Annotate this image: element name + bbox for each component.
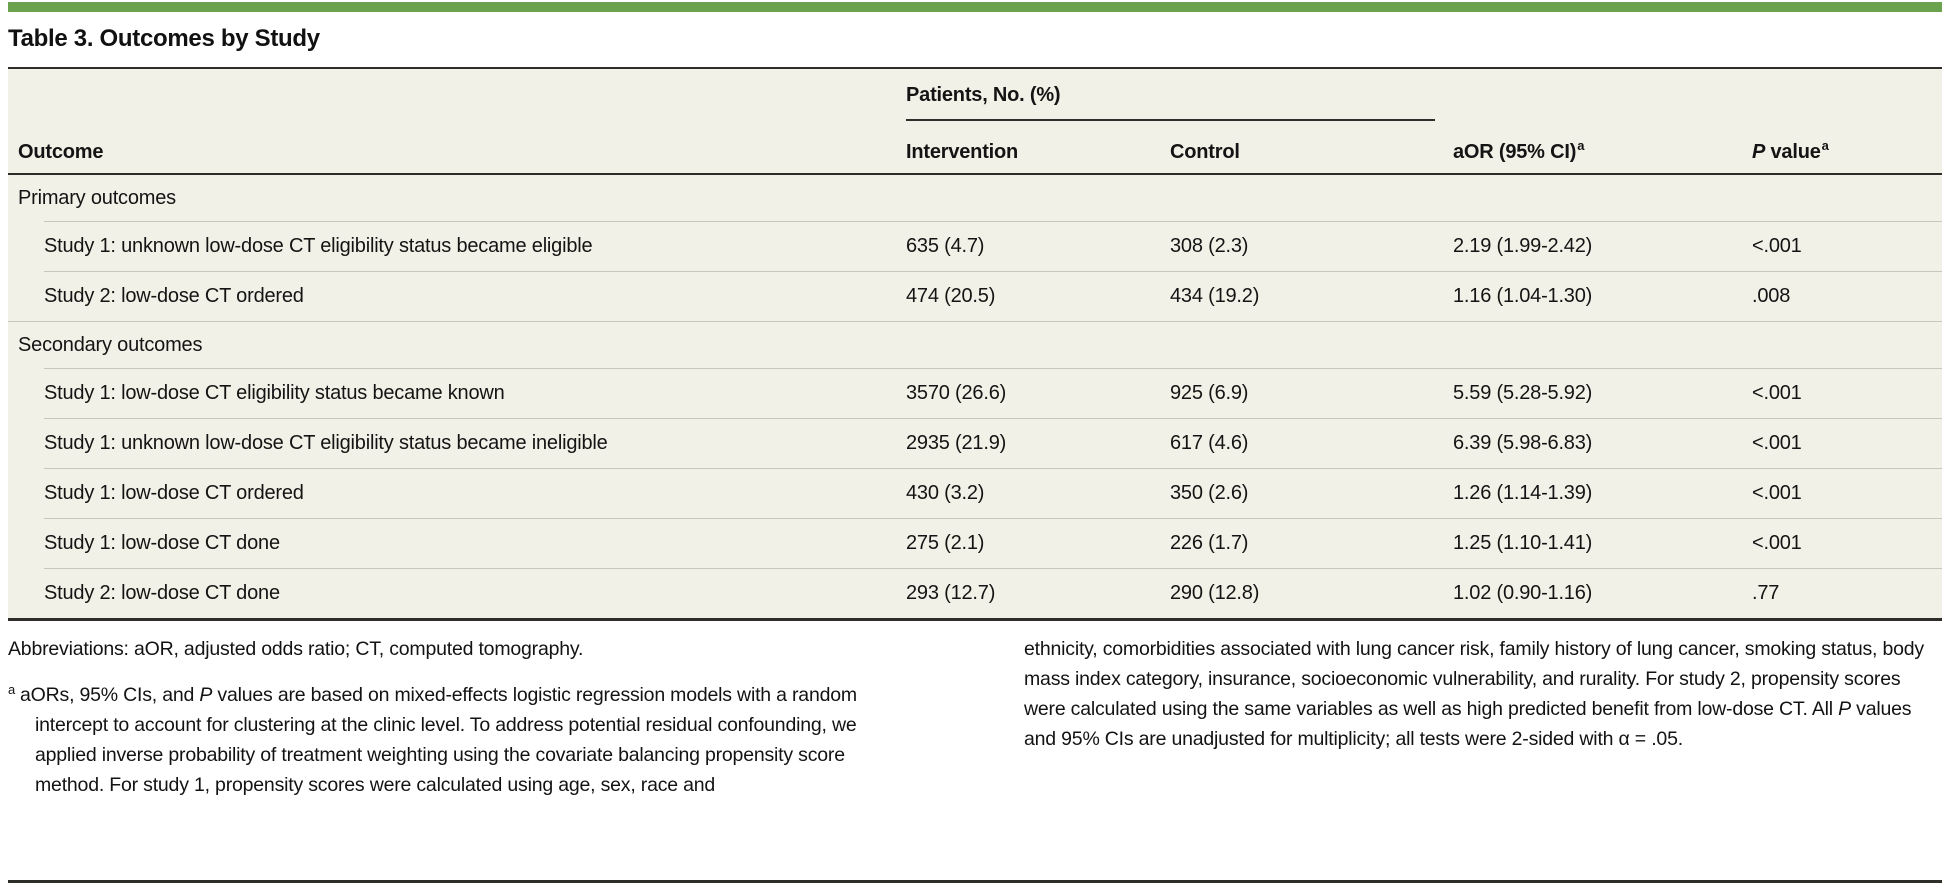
footnotes: Abbreviations: aOR, adjusted odds ratio;… bbox=[8, 634, 1942, 800]
cell-outcome: Study 1: unknown low-dose CT eligibility… bbox=[44, 432, 608, 454]
section-row-primary: Primary outcomes bbox=[8, 175, 1942, 221]
column-group-underline bbox=[906, 119, 1435, 121]
table-row: Study 2: low-dose CT ordered 474 (20.5) … bbox=[8, 272, 1942, 321]
column-group-header: Patients, No. (%) bbox=[906, 84, 1061, 106]
cell-aor: 2.19 (1.99-2.42) bbox=[1453, 235, 1593, 257]
table-row: Study 2: low-dose CT done 293 (12.7) 290… bbox=[8, 569, 1942, 618]
footnote-a: a aORs, 95% CIs, and P values are based o… bbox=[8, 681, 857, 797]
cell-control: 350 (2.6) bbox=[1170, 482, 1249, 504]
cell-intervention: 2935 (21.9) bbox=[906, 432, 1007, 454]
cell-intervention: 3570 (26.6) bbox=[906, 382, 1007, 404]
footnote-marker: a bbox=[1821, 138, 1829, 154]
table-row: Study 1: unknown low-dose CT eligibility… bbox=[8, 419, 1942, 468]
row-separator bbox=[44, 568, 1942, 569]
table-row: Study 1: low-dose CT done 275 (2.1) 226 … bbox=[8, 519, 1942, 568]
cell-outcome: Study 2: low-dose CT done bbox=[44, 582, 280, 604]
column-header-outcome: Outcome bbox=[18, 141, 104, 163]
section-label: Secondary outcomes bbox=[18, 333, 203, 356]
row-separator bbox=[44, 518, 1942, 519]
row-separator bbox=[44, 368, 1942, 369]
cell-aor: 1.16 (1.04-1.30) bbox=[1453, 285, 1593, 307]
table-panel: Patients, No. (%) Outcome Intervention C… bbox=[8, 69, 1942, 621]
cell-p-value: .77 bbox=[1752, 582, 1780, 604]
cell-p-value: .008 bbox=[1752, 285, 1791, 307]
cell-p-value: <.001 bbox=[1752, 382, 1802, 404]
cell-outcome: Study 1: low-dose CT eligibility status … bbox=[44, 382, 505, 404]
footnote-a-continued: ethnicity, comorbidities associated with… bbox=[1024, 638, 1924, 750]
cell-p-value: <.001 bbox=[1752, 432, 1802, 454]
footnote-marker: a bbox=[8, 681, 16, 697]
cell-intervention: 430 (3.2) bbox=[906, 482, 985, 504]
accent-bar bbox=[8, 2, 1942, 12]
cell-intervention: 293 (12.7) bbox=[906, 582, 996, 604]
table-title: Table 3. Outcomes by Study bbox=[8, 25, 320, 52]
cell-control: 308 (2.3) bbox=[1170, 235, 1249, 257]
bottom-rule bbox=[8, 880, 1942, 883]
cell-control: 925 (6.9) bbox=[1170, 382, 1249, 404]
cell-control: 434 (19.2) bbox=[1170, 285, 1260, 307]
column-header-aor: aOR (95% CI)a bbox=[1453, 138, 1585, 163]
cell-aor: 5.59 (5.28-5.92) bbox=[1453, 382, 1593, 404]
cell-aor: 6.39 (5.98-6.83) bbox=[1453, 432, 1593, 454]
cell-p-value: <.001 bbox=[1752, 235, 1802, 257]
cell-control: 290 (12.8) bbox=[1170, 582, 1260, 604]
footnote-column-right: ethnicity, comorbidities associated with… bbox=[1024, 634, 1942, 800]
cell-control: 617 (4.6) bbox=[1170, 432, 1249, 454]
top-rule bbox=[8, 67, 1942, 69]
cell-aor: 1.02 (0.90-1.16) bbox=[1453, 582, 1593, 604]
cell-intervention: 474 (20.5) bbox=[906, 285, 996, 307]
column-header-p-value: P valuea bbox=[1752, 138, 1829, 163]
cell-control: 226 (1.7) bbox=[1170, 532, 1249, 554]
footnote-column-left: Abbreviations: aOR, adjusted odds ratio;… bbox=[8, 634, 908, 800]
cell-p-value: <.001 bbox=[1752, 532, 1802, 554]
table-row: Study 1: low-dose CT eligibility status … bbox=[8, 369, 1942, 418]
row-separator bbox=[44, 271, 1942, 272]
column-header-control: Control bbox=[1170, 141, 1240, 163]
row-separator bbox=[44, 418, 1942, 419]
column-headers-row: Outcome Intervention Control aOR (95% CI… bbox=[8, 138, 1942, 164]
cell-aor: 1.26 (1.14-1.39) bbox=[1453, 482, 1593, 504]
section-label: Primary outcomes bbox=[18, 186, 176, 209]
cell-outcome: Study 1: unknown low-dose CT eligibility… bbox=[44, 235, 593, 257]
cell-p-value: <.001 bbox=[1752, 482, 1802, 504]
cell-outcome: Study 1: low-dose CT done bbox=[44, 532, 280, 554]
cell-intervention: 635 (4.7) bbox=[906, 235, 985, 257]
cell-intervention: 275 (2.1) bbox=[906, 532, 985, 554]
cell-aor: 1.25 (1.10-1.41) bbox=[1453, 532, 1593, 554]
section-row-secondary: Secondary outcomes bbox=[8, 322, 1942, 368]
row-separator bbox=[44, 221, 1942, 222]
table-row: Study 1: low-dose CT ordered 430 (3.2) 3… bbox=[8, 469, 1942, 518]
footnote-marker: a bbox=[1577, 138, 1585, 154]
row-separator bbox=[44, 468, 1942, 469]
header-double-rule bbox=[8, 173, 1942, 175]
column-header-intervention: Intervention bbox=[906, 141, 1019, 163]
table-row: Study 1: unknown low-dose CT eligibility… bbox=[8, 222, 1942, 271]
cell-outcome: Study 1: low-dose CT ordered bbox=[44, 482, 304, 504]
cell-outcome: Study 2: low-dose CT ordered bbox=[44, 285, 304, 307]
section-separator bbox=[8, 321, 1942, 322]
abbreviations-note: Abbreviations: aOR, adjusted odds ratio;… bbox=[8, 638, 584, 660]
table-header: Patients, No. (%) Outcome Intervention C… bbox=[8, 69, 1942, 173]
